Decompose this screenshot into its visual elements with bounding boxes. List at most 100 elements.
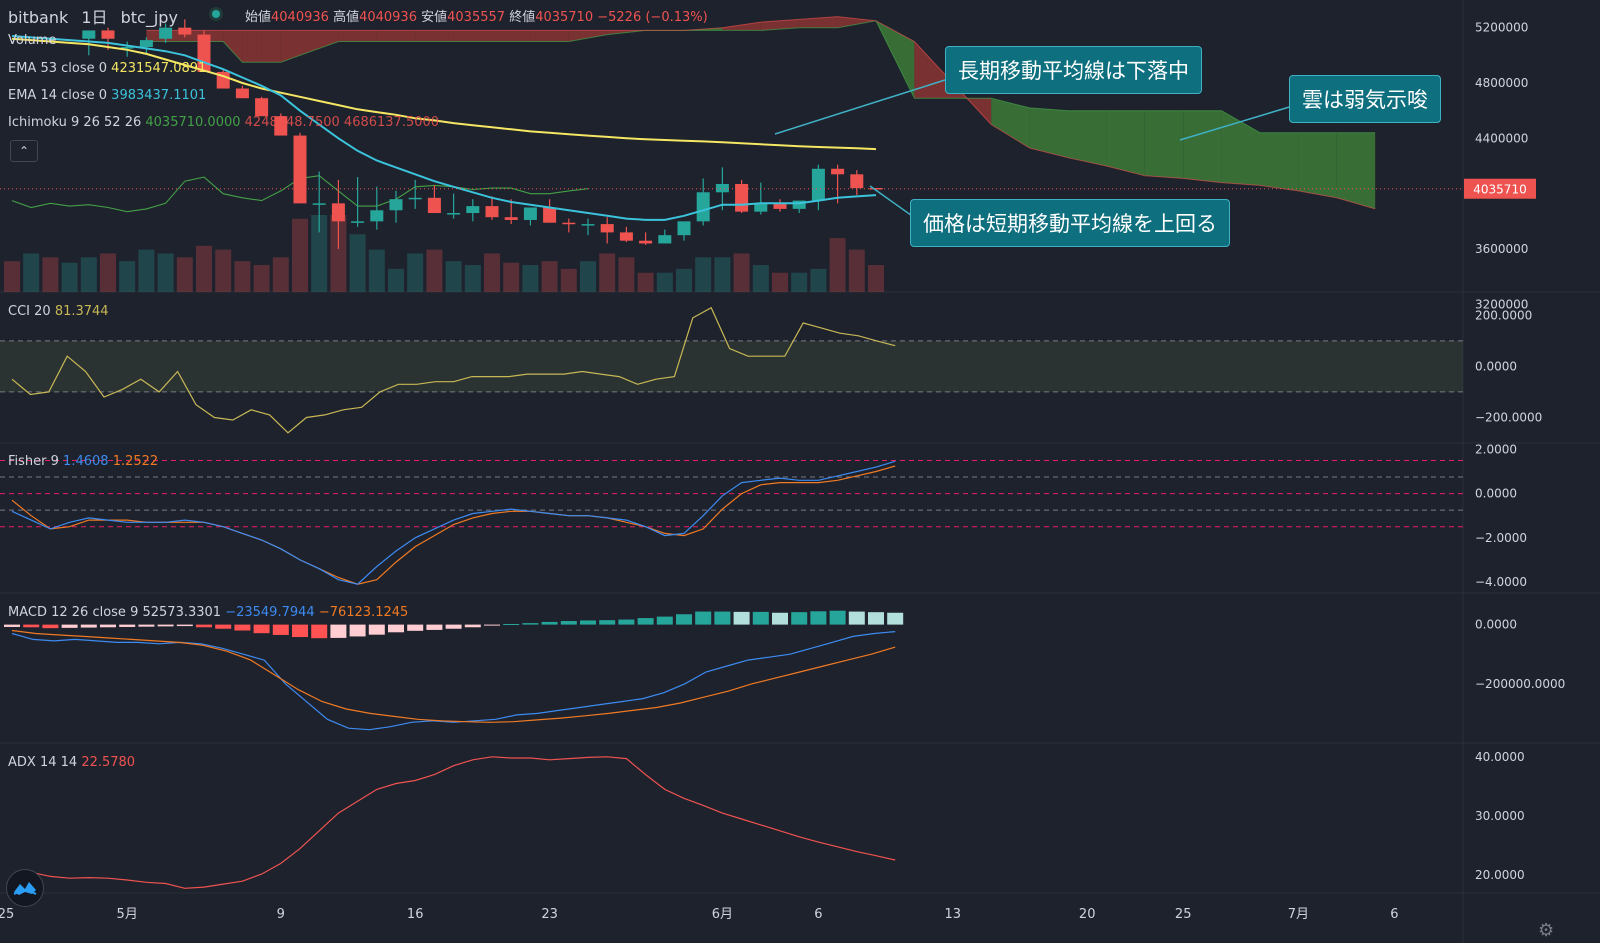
volume-bar [772, 272, 788, 292]
time-tick-label: 23 [541, 907, 558, 922]
ichimoku-cloud-segment [530, 30, 569, 42]
volume-bar [848, 249, 865, 292]
price-tick-label: 5200000 [1475, 21, 1528, 35]
time-tick-label: 7月 [1288, 907, 1309, 922]
volume-bar [196, 245, 212, 292]
volume-bar [407, 253, 424, 292]
volume-bar [541, 261, 558, 292]
ema14-legend[interactable]: EMA 14 close 0 3983437.1101 [8, 88, 207, 103]
volume-bar [580, 261, 596, 292]
fisher-tick-label: 0.0000 [1475, 487, 1517, 501]
time-tick-label: 6 [1390, 907, 1398, 922]
volume-bar [791, 272, 808, 292]
callout-pointer [1179, 104, 1297, 141]
ichimoku-cloud-segment [492, 30, 531, 42]
macd-histogram-bar [176, 624, 193, 627]
macd-histogram-bar [349, 624, 366, 637]
macd-histogram-bar [541, 621, 558, 625]
callout-pointer [774, 79, 946, 135]
candle-body [696, 192, 710, 222]
macd-histogram-bar [196, 624, 212, 628]
macd-legend[interactable]: MACD 12 26 close 9 52573.3301 −23549.794… [8, 605, 409, 620]
ichimoku-cloud-segment [722, 22, 761, 31]
volume-bar [330, 215, 347, 292]
macd-histogram-bar [253, 624, 270, 634]
fisher-legend[interactable]: Fisher 9 1.4608 1.2522 [8, 454, 159, 469]
macd-histogram-bar [503, 624, 520, 626]
volume-bar [426, 249, 443, 292]
ichimoku-cloud-segment [223, 30, 243, 63]
adx-legend[interactable]: ADX 14 14 22.5780 [8, 755, 136, 770]
ichimoku-cloud-segment [1144, 110, 1184, 179]
volume-bar [637, 272, 654, 292]
volume-bar [157, 253, 174, 292]
volume-legend[interactable]: Volume [8, 33, 57, 48]
high-value: 4040936 [359, 10, 417, 25]
price-tick-label: 4400000 [1475, 131, 1528, 145]
ichimoku-cloud-segment [1336, 132, 1376, 209]
macd-histogram-bar [215, 624, 232, 629]
candle-body [504, 217, 518, 220]
volume-bar [676, 268, 692, 292]
ichimoku-cloud-segment [1183, 110, 1222, 183]
ichimoku-cloud-segment [1298, 132, 1337, 198]
macd-histogram-bar [637, 618, 654, 625]
macd-histogram-bar [445, 624, 462, 629]
settings-gear-icon[interactable]: ⚙ [1538, 920, 1555, 941]
candle-body [312, 203, 326, 205]
status-dot-icon [212, 10, 220, 18]
candle-body [735, 183, 749, 212]
callout-pointer [869, 185, 916, 219]
ichimoku-cloud-segment [338, 30, 377, 42]
macd-histogram-bar [138, 624, 155, 627]
open-value: 4040936 [271, 10, 329, 25]
macd-histogram-bar [234, 624, 251, 631]
fisher-tick-label: −4.0000 [1475, 575, 1527, 589]
callout-long-ma[interactable]: 長期移動平均線は下落中 [945, 46, 1202, 94]
senkou-span-b-line [146, 16, 1376, 210]
macd-histogram-bar [848, 611, 865, 625]
macd-histogram-bar [868, 612, 884, 625]
candle-body [255, 98, 269, 117]
cci-legend[interactable]: CCI 20 81.3744 [8, 304, 109, 319]
adx-tick-label: 30.0000 [1475, 809, 1525, 823]
macd-histogram-bar [829, 610, 846, 625]
volume-bar [349, 234, 366, 292]
tradingview-logo-icon[interactable] [6, 869, 44, 907]
macd-histogram-bar [560, 621, 577, 625]
ichimoku-legend[interactable]: Ichimoku 9 26 52 26 4035710.0000 4248748… [8, 115, 440, 130]
candle-body [331, 203, 345, 222]
volume-bar [618, 257, 635, 292]
candle-body [139, 40, 153, 48]
candle-body [754, 203, 768, 212]
interval-label[interactable]: 1日 [81, 8, 108, 27]
macd-histogram-bar [100, 624, 116, 628]
last-price-label: 4035710 [1473, 183, 1526, 197]
macd-histogram-bar [388, 624, 404, 633]
callout-short-ma[interactable]: 価格は短期移動平均線を上回る [910, 199, 1230, 247]
ichimoku-cloud-segment [261, 30, 281, 63]
collapse-legend-button[interactable]: ⌃ [10, 140, 38, 162]
volume-bar [119, 261, 136, 292]
volume-bar [656, 272, 673, 292]
cci-band-fill [0, 340, 1463, 392]
candle-body [293, 135, 307, 204]
time-tick-label: 6 [814, 907, 822, 922]
macd-histogram-bar [368, 624, 385, 635]
candle-body [658, 235, 672, 244]
candle-body [523, 207, 537, 220]
ichimoku-cloud-segment [146, 30, 204, 42]
volume-bar [445, 261, 462, 292]
macd-histogram-bar [676, 614, 692, 625]
volume-bar [253, 265, 270, 292]
ema53-legend[interactable]: EMA 53 close 0 4231547.0891 [8, 61, 207, 76]
callout-cloud[interactable]: 雲は弱気示唆 [1289, 75, 1441, 123]
adx-tick-label: 20.0000 [1475, 868, 1525, 882]
macd-histogram-bar [791, 612, 808, 625]
symbol-name[interactable]: btc_jpy [120, 8, 178, 27]
candle-body [370, 210, 384, 222]
ichimoku-cloud-segment [1260, 132, 1299, 191]
candle-body [792, 200, 806, 209]
candle-body [773, 203, 787, 209]
